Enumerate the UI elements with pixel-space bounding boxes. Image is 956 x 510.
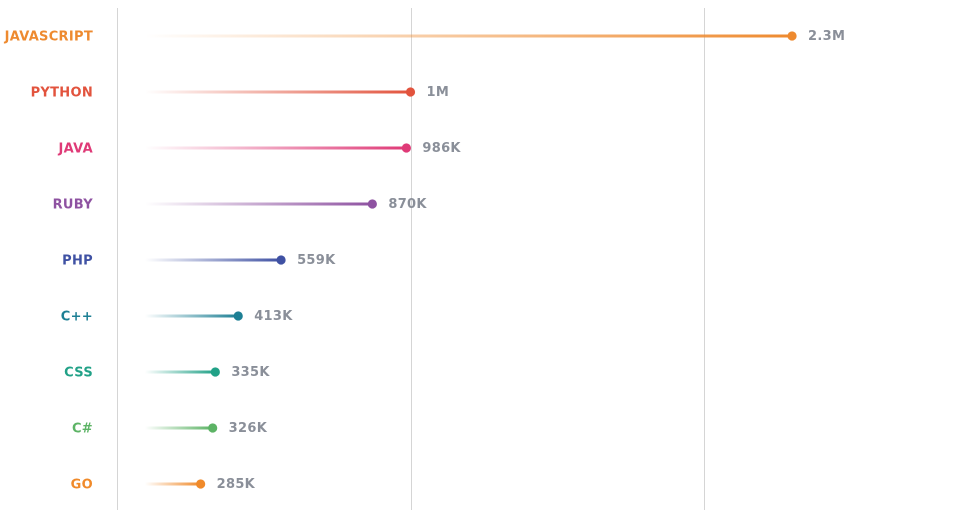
value-label: 335K	[231, 365, 270, 380]
data-point	[210, 367, 220, 377]
labels: JAVASCRIPT 2.3M PYTHON 1M JAVA 986K RUBY 870K PH…	[4, 29, 845, 493]
value-label: 870K	[388, 197, 427, 212]
category-label: CSS	[64, 366, 93, 381]
category-label: C++	[61, 310, 93, 325]
value-label: 326K	[229, 421, 268, 436]
category-label: PHP	[62, 254, 93, 269]
data-point	[233, 311, 243, 321]
data-point	[196, 479, 206, 489]
category-label: PYTHON	[31, 86, 93, 101]
category-label: JAVA	[58, 142, 93, 157]
value-label: 2.3M	[808, 29, 845, 44]
value-label: 559K	[297, 253, 336, 268]
value-label: 986K	[422, 141, 461, 156]
category-label: JAVASCRIPT	[4, 30, 93, 45]
category-label: C#	[72, 422, 93, 437]
data-point	[276, 255, 286, 265]
data-point	[405, 87, 416, 97]
value-label: 285K	[217, 477, 256, 492]
data-point	[401, 143, 411, 153]
data-point	[787, 31, 797, 41]
category-label: GO	[71, 478, 93, 493]
data-point	[208, 423, 218, 433]
value-label: 413K	[254, 309, 293, 324]
data-point	[367, 199, 377, 209]
category-label: RUBY	[53, 198, 94, 213]
bars	[143, 31, 797, 489]
value-label: 1M	[427, 85, 450, 100]
